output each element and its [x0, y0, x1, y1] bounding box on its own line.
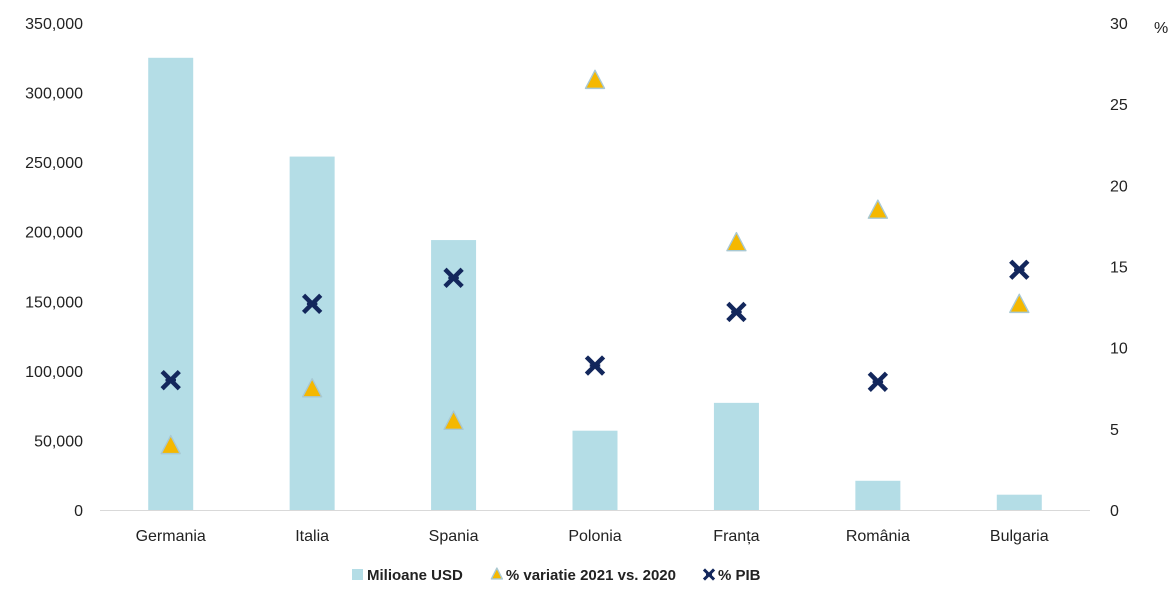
x-tick-label: Polonia	[568, 528, 621, 545]
x-marker-Bulgaria	[1009, 259, 1030, 280]
legend: Milioane USD % variatie 2021 vs. 2020 % PI…	[352, 567, 761, 584]
legend-x-swatch	[702, 568, 716, 581]
x-marker-Germania	[160, 369, 181, 391]
bar-Bulgaria	[996, 494, 1042, 510]
triangle-marker-Germania	[160, 434, 181, 455]
markers-layer	[160, 69, 1030, 455]
legend-label: % variatie 2021 vs. 2020	[506, 567, 676, 584]
x-tick-label: România	[846, 528, 910, 545]
bar-Polonia	[572, 430, 618, 510]
legend-label: % PIB	[718, 567, 761, 584]
triangle-marker-Polonia	[584, 69, 606, 90]
legend-bar-swatch	[352, 569, 363, 580]
legend-label: Milioane USD	[367, 567, 463, 584]
y-right-tick-label: 5	[1110, 422, 1119, 439]
y-right-tick-label: 15	[1110, 260, 1128, 277]
y-left-tick-label: 300,000	[25, 86, 83, 103]
y-right-unit-label: %	[1154, 20, 1168, 37]
bar-Italia	[289, 156, 335, 510]
y-left-tick-label: 50,000	[34, 433, 83, 450]
y-right-tick-label: 25	[1110, 97, 1128, 114]
x-tick-label: Italia	[295, 528, 329, 545]
y-left-tick-label: 200,000	[25, 225, 83, 242]
x-marker-Franța	[726, 301, 747, 323]
x-marker-Spania	[443, 267, 464, 289]
y-left-tick-label: 150,000	[25, 294, 83, 311]
bar-România	[855, 480, 901, 510]
y-left-tick-label: 350,000	[25, 16, 83, 33]
bar-Germania	[148, 57, 194, 511]
x-tick-label: Spania	[429, 528, 479, 545]
x-marker-Polonia	[584, 355, 606, 376]
triangle-marker-România	[867, 199, 889, 219]
x-marker-Italia	[301, 293, 323, 315]
y-right-tick-label: 0	[1110, 503, 1119, 520]
bar-Spania	[431, 240, 477, 510]
y-left-tick-label: 250,000	[25, 155, 83, 172]
y-right-tick-label: 10	[1110, 341, 1128, 358]
triangle-marker-Spania	[443, 410, 464, 430]
bar-Franța	[713, 402, 759, 510]
x-marker-România	[867, 371, 889, 392]
y-right-tick-label: 20	[1110, 178, 1128, 195]
x-tick-label: Franța	[713, 528, 759, 545]
triangle-marker-Franța	[726, 231, 747, 252]
axes-layer: 0 50,000 100,000 150,000 200,000 250,000 300,0…	[25, 16, 1168, 545]
legend-triangle-swatch	[490, 567, 504, 580]
bars-layer	[148, 57, 1042, 511]
y-right-tick-label: 30	[1110, 16, 1128, 33]
y-left-tick-label: 100,000	[25, 364, 83, 381]
x-tick-label: Bulgaria	[990, 528, 1049, 545]
x-tick-label: Germania	[136, 528, 206, 545]
y-left-tick-label: 0	[74, 503, 83, 520]
triangle-marker-Bulgaria	[1009, 293, 1030, 314]
triangle-marker-Italia	[301, 378, 323, 398]
